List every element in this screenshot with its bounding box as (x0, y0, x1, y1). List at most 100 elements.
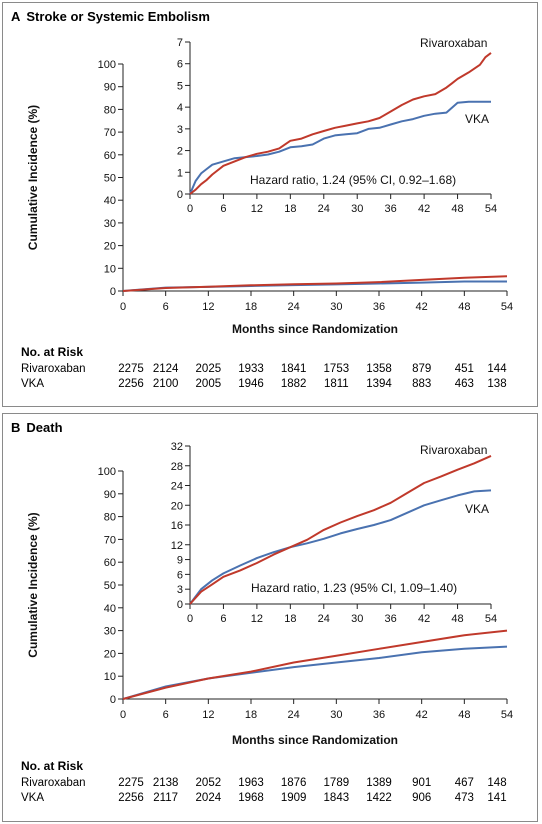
at-risk-value: 1394 (366, 378, 392, 390)
main-series-rivaroxaban (122, 275, 508, 292)
main-x-tick-label: 18 (245, 709, 257, 721)
inset-y-tick-label: 6 (177, 569, 183, 581)
main-x-tick-label: 12 (202, 709, 214, 721)
main-y-tick-label: 20 (104, 241, 116, 253)
at-risk-value: 451 (454, 363, 474, 375)
at-risk-value: 1909 (280, 792, 307, 804)
main-x-tick-label: 36 (373, 709, 385, 721)
inset-y-tick-label: 9 (177, 555, 183, 567)
main-x-tick-label: 0 (120, 301, 126, 313)
main-y-tick-label: 40 (104, 195, 116, 207)
inset-x-tick-label: 48 (451, 203, 463, 215)
at-risk-value: 879 (412, 363, 432, 375)
at-risk-value: 883 (412, 378, 432, 390)
at-risk-value: 906 (412, 792, 432, 804)
inset-x-tick-label: 18 (284, 203, 296, 215)
inset-series-rivaroxaban (189, 52, 492, 195)
inset-y-tick-label: 20 (171, 500, 183, 512)
main-x-tick-label: 42 (416, 301, 428, 313)
main-y-tick-label: 30 (104, 218, 116, 230)
at-risk-value: 1882 (280, 378, 307, 390)
main-y-tick-label: 100 (98, 59, 116, 71)
inset-x-tick-label: 0 (187, 613, 193, 625)
main-x-tick-label: 30 (330, 301, 342, 313)
inset-background (160, 34, 503, 220)
panel-a: A Stroke or Systemic Embolism 0 10 20 30 40 50… (2, 2, 538, 407)
inset-y-tick-label: 1 (177, 167, 183, 179)
y-axis-label: Cumulative Incidence (%) (26, 512, 40, 657)
main-x-tick-label: 48 (458, 301, 470, 313)
panel-a-title-text: Stroke or Systemic Embolism (26, 9, 210, 24)
at-risk-value: 467 (454, 777, 474, 789)
inset-y-tick-label: 16 (171, 520, 183, 532)
at-risk-value: 463 (454, 378, 474, 390)
main-y-tick-label: 20 (104, 648, 116, 660)
inset-x-tick-label: 6 (220, 203, 226, 215)
main-x-tick-label: 18 (245, 301, 257, 313)
inset-series-vka (189, 100, 491, 195)
main-x-tick-label: 54 (501, 301, 513, 313)
inset-x-tick-label: 42 (418, 613, 430, 625)
x-axis-label: Months since Randomization (232, 733, 398, 747)
panel-a-at-risk-heading: No. at Risk (21, 345, 84, 359)
series-label-rivaroxaban: Rivaroxaban (420, 36, 487, 50)
at-risk-value: 2275 (118, 777, 144, 789)
inset-x-tick-label: 12 (251, 203, 263, 215)
main-y-tick-label: 90 (104, 489, 116, 501)
main-x-tick-label: 54 (501, 709, 513, 721)
main-y-tick-label: 80 (104, 104, 116, 116)
main-y-tick-label: 40 (104, 603, 116, 615)
series-label-rivaroxaban: Rivaroxaban (420, 443, 487, 457)
main-x-tick-label: 42 (416, 709, 428, 721)
at-risk-value: 1933 (238, 363, 264, 375)
inset-y-tick-label: 2 (177, 146, 183, 158)
inset-x-tick-label: 12 (251, 613, 263, 625)
at-risk-value: 1811 (323, 378, 349, 390)
at-risk-value: 1841 (280, 363, 307, 375)
main-x-tick-label: 12 (202, 301, 214, 313)
panel-b-title-text: Death (26, 420, 63, 435)
main-x-tick-label: 48 (458, 709, 470, 721)
at-risk-value: 1946 (238, 378, 264, 390)
inset-y-tick-label: 5 (177, 80, 183, 92)
main-x-tick-label: 0 (120, 709, 126, 721)
main-y-tick-label: 70 (104, 127, 116, 139)
inset-y-tick-label: 3 (177, 584, 183, 596)
at-risk-value: 1789 (323, 777, 350, 789)
at-risk-value: 901 (412, 777, 432, 789)
hazard-ratio-annotation: Hazard ratio, 1.24 (95% CI, 0.92–1.68) (250, 173, 456, 187)
at-risk-value: 138 (487, 378, 507, 390)
at-risk-value: 2256 (118, 378, 144, 390)
main-y-tick-label: 70 (104, 534, 116, 546)
main-y-tick-label: 80 (104, 512, 116, 524)
panel-a-letter: A (11, 9, 21, 24)
at-risk-label: Rivaroxaban (21, 363, 86, 375)
main-y-tick-label: 0 (110, 286, 116, 298)
main-x-tick-label: 6 (163, 301, 169, 313)
main-y-tick-label: 90 (104, 82, 116, 94)
panel-b-title: B Death (11, 420, 63, 435)
inset-x-tick-label: 36 (385, 613, 397, 625)
inset-y-tick-label: 28 (171, 461, 183, 473)
at-risk-value: 144 (487, 363, 507, 375)
at-risk-value: 2275 (118, 363, 144, 375)
at-risk-value: 2256 (118, 792, 144, 804)
main-y-tick-label: 50 (104, 580, 116, 592)
main-x-tick-label: 30 (330, 709, 342, 721)
inset-y-tick-label: 3 (177, 124, 183, 136)
at-risk-value: 2100 (152, 378, 179, 390)
inset-x-tick-label: 30 (351, 203, 363, 215)
at-risk-label: VKA (21, 378, 45, 390)
main-x-tick-label: 24 (288, 301, 300, 313)
inset-series-rivaroxaban (189, 454, 492, 605)
at-risk-label: VKA (21, 792, 45, 804)
panel-b-letter: B (11, 420, 21, 435)
at-risk-value: 2052 (195, 777, 222, 789)
inset-y-tick-label: 24 (171, 481, 183, 493)
panel-b: B Death 0 10 20 30 40 50 60 70 80 90 100 0 6 12 18 24 30 3… (2, 413, 538, 822)
main-x-tick-label: 6 (163, 709, 169, 721)
inset-y-tick-label: 4 (177, 102, 183, 114)
at-risk-value: 2117 (153, 792, 179, 804)
main-y-tick-label: 30 (104, 626, 116, 638)
